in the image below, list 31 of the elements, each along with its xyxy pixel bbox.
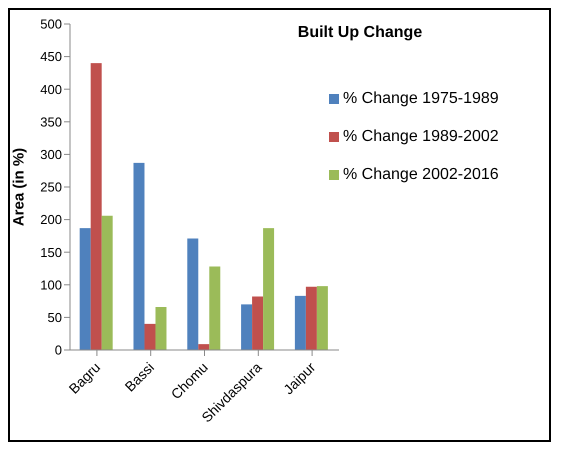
bar bbox=[133, 162, 144, 350]
y-tick-label: 350 bbox=[40, 114, 62, 130]
y-tick-label: 250 bbox=[40, 180, 62, 195]
bar bbox=[187, 238, 198, 350]
chart-title: Built Up Change bbox=[296, 24, 424, 42]
bar bbox=[90, 63, 102, 350]
y-tick-label: 50 bbox=[48, 310, 62, 326]
y-tick-label: 0 bbox=[54, 342, 62, 358]
bar bbox=[198, 344, 210, 350]
bar bbox=[294, 296, 306, 350]
bar bbox=[102, 216, 113, 350]
bar bbox=[316, 286, 328, 350]
bar bbox=[252, 296, 264, 350]
y-tick-label: 150 bbox=[40, 244, 62, 260]
bar bbox=[263, 228, 274, 350]
bar bbox=[144, 324, 156, 350]
y-tick-label: 500 bbox=[40, 16, 62, 32]
legend-label: % Change 1989-2002 bbox=[343, 128, 499, 145]
y-tick-label: 300 bbox=[40, 147, 62, 162]
bar bbox=[155, 306, 166, 350]
y-tick-label: 100 bbox=[40, 277, 62, 292]
y-tick-label: 200 bbox=[40, 212, 62, 228]
y-axis-title: Area (in %) bbox=[10, 148, 28, 226]
y-tick-label: 450 bbox=[40, 49, 62, 64]
bar bbox=[209, 266, 220, 350]
bar bbox=[80, 228, 91, 350]
bar bbox=[306, 286, 317, 350]
legend-label: % Change 1975-1989 bbox=[343, 90, 499, 107]
y-tick-label: 400 bbox=[40, 82, 62, 97]
legend-label: % Change 2002-2016 bbox=[343, 166, 499, 183]
bar bbox=[241, 304, 252, 350]
